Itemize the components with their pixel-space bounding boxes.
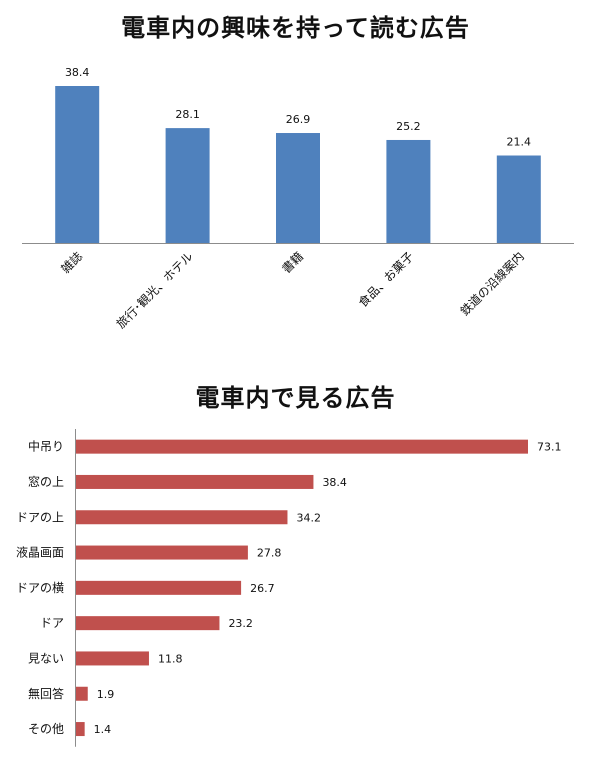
data-label-3: 26.9 bbox=[286, 113, 311, 126]
hbar-data-label-1: 73.1 bbox=[537, 441, 562, 454]
hbar-data-label-2: 38.4 bbox=[322, 476, 347, 489]
hbar-category-label-9: その他 bbox=[28, 722, 64, 736]
hbar-6 bbox=[76, 616, 220, 631]
hbar-data-label-8: 1.9 bbox=[97, 688, 115, 701]
hbar-data-label-7: 11.8 bbox=[158, 652, 183, 665]
bar-1 bbox=[55, 86, 100, 243]
hbar-category-label-7: 見ない bbox=[28, 651, 64, 665]
category-label-5: 鉄道の沿線案内 bbox=[457, 249, 527, 319]
hbar-data-label-4: 27.8 bbox=[257, 547, 282, 560]
hbar-8 bbox=[76, 686, 88, 701]
bar-4 bbox=[386, 139, 431, 243]
hbar-9 bbox=[76, 722, 85, 737]
data-label-2: 28.1 bbox=[175, 108, 200, 121]
category-label-2: 旅行･観光、ホテル bbox=[114, 249, 196, 331]
bar-3 bbox=[276, 133, 320, 243]
hbar-category-label-3: ドアの上 bbox=[16, 510, 64, 524]
hbar-data-label-9: 1.4 bbox=[94, 723, 112, 736]
chart-title-interesting-ads: 電車内の興味を持って読む広告 bbox=[121, 14, 470, 42]
hbar-4 bbox=[76, 545, 248, 560]
data-label-5: 21.4 bbox=[507, 136, 532, 149]
bar-5 bbox=[496, 155, 541, 243]
data-label-4: 25.2 bbox=[396, 120, 421, 133]
hbar-data-label-6: 23.2 bbox=[228, 617, 253, 630]
category-label-3: 書籍 bbox=[279, 249, 307, 277]
hbar-category-label-5: ドアの横 bbox=[16, 581, 64, 595]
hbar-category-label-4: 液晶画面 bbox=[16, 545, 64, 560]
hbar-2 bbox=[76, 474, 314, 489]
hbar-data-label-5: 26.7 bbox=[250, 582, 275, 595]
chart-title-viewed-ads: 電車内で見る広告 bbox=[195, 384, 396, 412]
hbar-5 bbox=[76, 580, 242, 595]
bar-2 bbox=[165, 128, 210, 243]
hbar-data-label-3: 34.2 bbox=[296, 511, 321, 524]
hbar-category-label-1: 中吊り bbox=[28, 439, 64, 454]
hbar-1 bbox=[76, 439, 528, 454]
hbar-3 bbox=[76, 510, 288, 525]
category-label-1: 雑誌 bbox=[58, 249, 86, 277]
hbar-category-label-6: ドア bbox=[40, 616, 64, 630]
data-label-1: 38.4 bbox=[65, 66, 90, 79]
category-label-4: 食品、お菓子 bbox=[355, 249, 417, 311]
hbar-category-label-8: 無回答 bbox=[28, 686, 64, 701]
hbar-7 bbox=[76, 651, 149, 666]
hbar-category-label-2: 窓の上 bbox=[28, 474, 64, 489]
